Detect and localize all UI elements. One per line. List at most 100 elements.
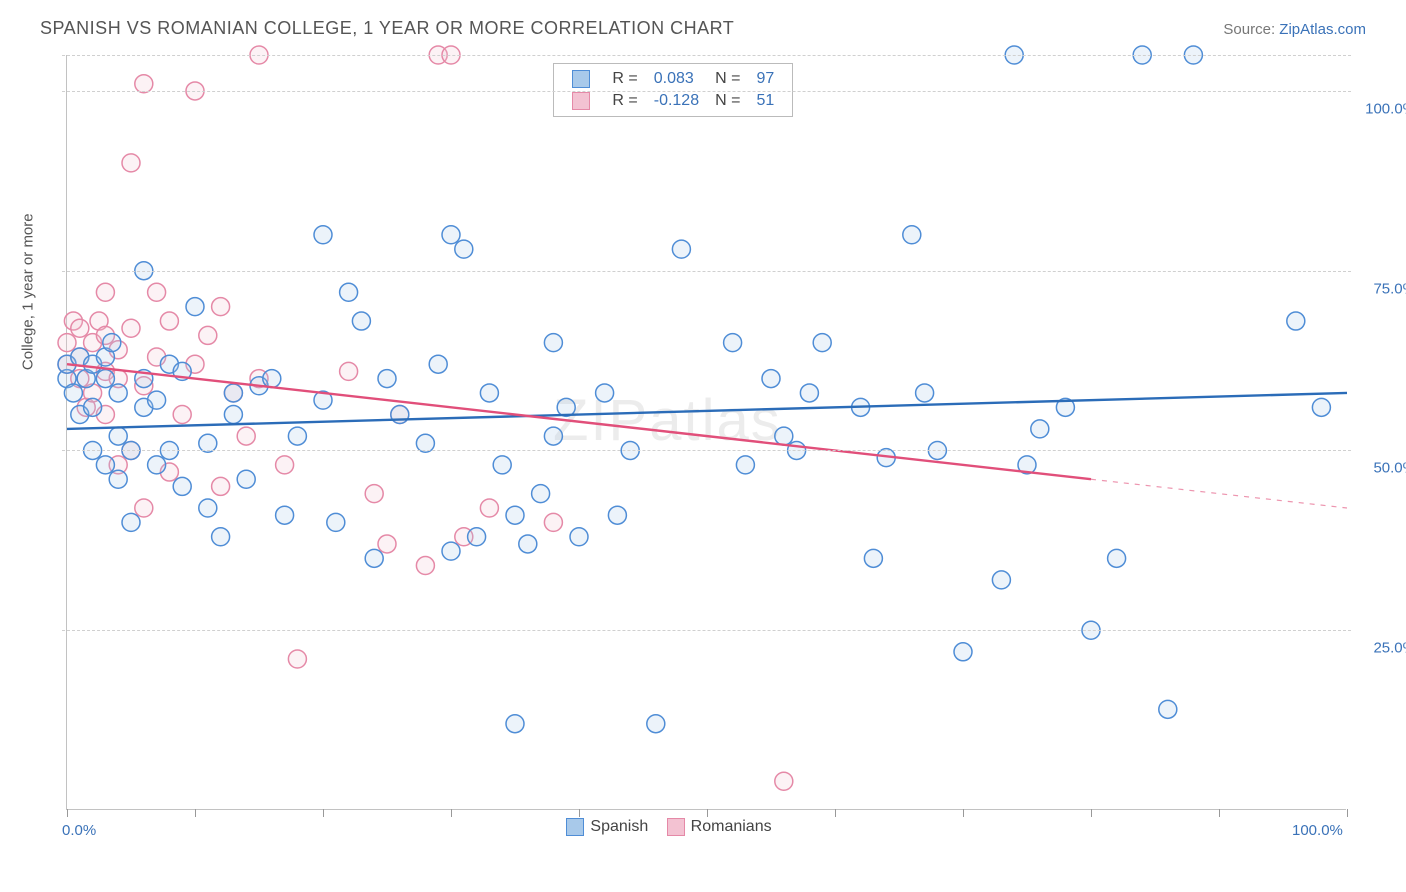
spanish-point [96, 456, 114, 474]
spanish-point [365, 549, 383, 567]
x-tick [1347, 809, 1348, 817]
spanish-point [992, 571, 1010, 589]
spanish-point [954, 643, 972, 661]
romanians-point [71, 319, 89, 337]
spanish-point [429, 355, 447, 373]
y-tick-label: 50.0% [1373, 460, 1406, 477]
spanish-point [340, 283, 358, 301]
y-tick-label: 100.0% [1365, 100, 1406, 117]
spanish-point [1287, 312, 1305, 330]
spanish-point [916, 384, 934, 402]
spanish-point [672, 240, 690, 258]
spanish-point [736, 456, 754, 474]
spanish-point [186, 298, 204, 316]
spanish-point [96, 370, 114, 388]
chart-title: SPANISH VS ROMANIAN COLLEGE, 1 YEAR OR M… [40, 18, 734, 39]
x-tick [451, 809, 452, 817]
x-tick [579, 809, 580, 817]
spanish-point [109, 384, 127, 402]
spanish-point [109, 470, 127, 488]
spanish-point [864, 549, 882, 567]
spanish-point [103, 334, 121, 352]
source-label: Source: ZipAtlas.com [1223, 21, 1366, 38]
x-tick [323, 809, 324, 817]
x-tick-label: 100.0% [1292, 822, 1343, 839]
romanians-point [276, 456, 294, 474]
romanians-point [148, 283, 166, 301]
spanish-point [506, 506, 524, 524]
spanish-point [570, 528, 588, 546]
y-axis-label: College, 1 year or more [20, 213, 37, 370]
romanians-point [122, 319, 140, 337]
romanians-point [288, 650, 306, 668]
romanians-point [212, 477, 230, 495]
spanish-point [724, 334, 742, 352]
spanish-point [378, 370, 396, 388]
spanish-point [800, 384, 818, 402]
spanish-point [314, 226, 332, 244]
spanish-point [596, 384, 614, 402]
spanish-point [84, 398, 102, 416]
gridline [62, 55, 1351, 56]
romanians-trendline-dash [1091, 479, 1347, 508]
spanish-point [647, 715, 665, 733]
spanish-trendline [67, 393, 1347, 429]
spanish-point [468, 528, 486, 546]
spanish-point [212, 528, 230, 546]
spanish-point [327, 513, 345, 531]
spanish-point [276, 506, 294, 524]
plot-area: ZIPatlas R =0.083 N =97 R =-0.128 N =51 … [66, 55, 1346, 810]
spanish-point [480, 384, 498, 402]
spanish-point [775, 427, 793, 445]
romanians-point [135, 499, 153, 517]
x-tick [707, 809, 708, 817]
spanish-point [288, 427, 306, 445]
romanians-point [96, 283, 114, 301]
gridline [62, 630, 1351, 631]
spanish-point [237, 470, 255, 488]
source-link[interactable]: ZipAtlas.com [1279, 21, 1366, 38]
spanish-point [762, 370, 780, 388]
spanish-point [903, 226, 921, 244]
spanish-point [352, 312, 370, 330]
spanish-point [519, 535, 537, 553]
gridline [62, 271, 1351, 272]
romanians-point [416, 557, 434, 575]
spanish-point [493, 456, 511, 474]
spanish-point [455, 240, 473, 258]
spanish-point [148, 391, 166, 409]
x-tick [1091, 809, 1092, 817]
spanish-point [1108, 549, 1126, 567]
romanians-point [775, 772, 793, 790]
romanians-point [173, 406, 191, 424]
spanish-point [148, 456, 166, 474]
romanians-point [58, 334, 76, 352]
romanians-point [237, 427, 255, 445]
romanians-point [378, 535, 396, 553]
scatter-svg [67, 55, 1346, 809]
spanish-point [224, 384, 242, 402]
spanish-point [1312, 398, 1330, 416]
spanish-point [506, 715, 524, 733]
spanish-point [608, 506, 626, 524]
spanish-point [1031, 420, 1049, 438]
spanish-point [122, 513, 140, 531]
spanish-point [263, 370, 281, 388]
y-tick-label: 75.0% [1373, 280, 1406, 297]
x-tick-label: 0.0% [62, 822, 96, 839]
spanish-point [532, 485, 550, 503]
romanians-point [365, 485, 383, 503]
romanians-point [544, 513, 562, 531]
romanians-point [122, 154, 140, 172]
spanish-point [224, 406, 242, 424]
romanians-point [340, 362, 358, 380]
romanians-point [480, 499, 498, 517]
spanish-point [64, 384, 82, 402]
spanish-point [109, 427, 127, 445]
spanish-point [813, 334, 831, 352]
x-tick [835, 809, 836, 817]
spanish-point [544, 427, 562, 445]
x-tick [195, 809, 196, 817]
spanish-point [442, 226, 460, 244]
romanians-point [212, 298, 230, 316]
